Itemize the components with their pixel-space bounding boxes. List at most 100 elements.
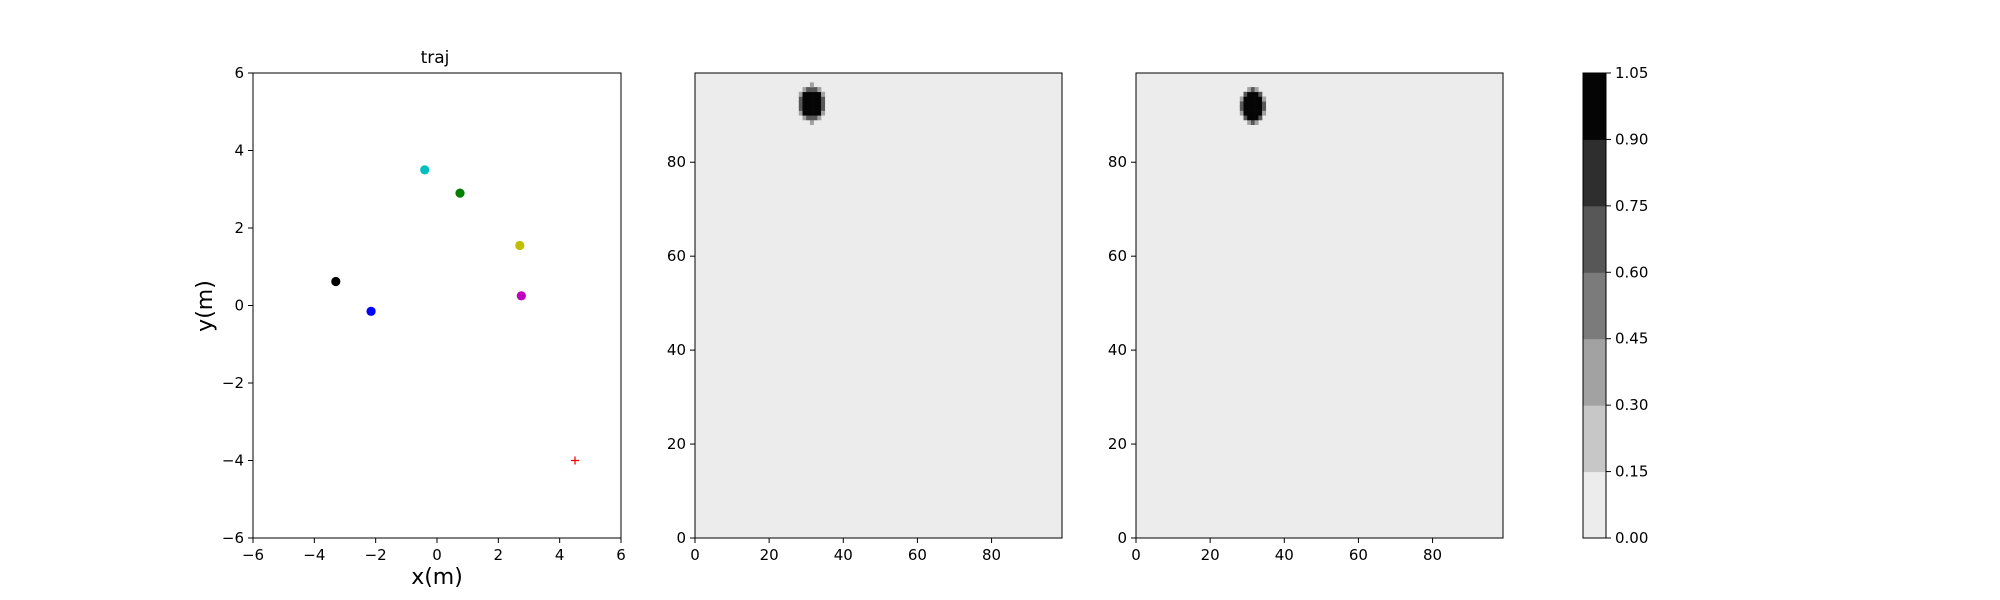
heatmap-1-cell <box>798 91 803 97</box>
colorbar-frame <box>1582 72 1607 539</box>
heatmap-2-cell <box>1243 96 1248 102</box>
heatmap-2-cell <box>1254 101 1259 107</box>
heatmap-2-cell <box>1262 110 1267 116</box>
heatmap-2-cell <box>1254 115 1259 121</box>
heatmap-1-x-tick-label: 40 <box>834 546 853 564</box>
heatmap-1-cell <box>809 82 814 88</box>
trajectory-y-tick-label: 0 <box>234 297 244 315</box>
trajectory-x-tick-label: 0 <box>432 546 442 564</box>
heatmap-1-cell <box>806 96 811 102</box>
colorbar-tick-label: 0.75 <box>1615 197 1648 215</box>
heatmap-1-cell <box>806 105 811 111</box>
heatmap-2-cell <box>1247 101 1252 107</box>
trajectory-x-tick-label: 4 <box>555 546 565 564</box>
colorbar-band <box>1583 73 1606 140</box>
heatmap-1-cell <box>817 91 822 97</box>
heatmap-1-cell <box>817 105 822 111</box>
trajectory-x-tick-label: 6 <box>616 546 626 564</box>
heatmap-1-cell <box>817 115 822 121</box>
heatmap-2-cell <box>1239 110 1244 116</box>
heatmap-2-cell <box>1250 105 1255 111</box>
trajectory-points <box>331 165 579 465</box>
heatmap-1-x-tick-label: 60 <box>908 546 927 564</box>
heatmap-1-cell <box>809 87 814 93</box>
agent-point <box>420 165 430 175</box>
heatmap-1-x-tick-label: 20 <box>760 546 779 564</box>
heatmap-1-cell <box>809 110 814 116</box>
heatmap-2-image <box>1136 73 1503 538</box>
heatmap-2-cell <box>1243 105 1248 111</box>
heatmap-1-cell <box>798 101 803 107</box>
agent-point <box>515 240 525 251</box>
heatmap-1-frame <box>694 72 1063 539</box>
heatmap-2-cell <box>1243 115 1248 121</box>
heatmap-1-y-tick-label: 80 <box>667 153 686 171</box>
heatmap-1-x-tick-label: 80 <box>982 546 1001 564</box>
heatmap-2-cell <box>1247 105 1252 111</box>
heatmap-1-cell <box>802 110 807 116</box>
heatmap-1-cell <box>813 87 818 93</box>
heatmap-2-cell <box>1250 110 1255 116</box>
heatmap-2-cell <box>1258 110 1263 116</box>
trajectory-x-axis-label: x(m) <box>411 565 463 590</box>
heatmap-2-y-tick-label: 40 <box>1108 341 1127 359</box>
heatmap-2-cell <box>1262 96 1267 102</box>
trajectory-plot-title: traj <box>421 48 450 68</box>
heatmap-1-cell <box>813 115 818 121</box>
heatmap-2-cell <box>1258 91 1263 97</box>
heatmap-2-background <box>1136 73 1503 538</box>
heatmap-1-cell <box>802 101 807 107</box>
heatmap-1-cell <box>817 101 822 107</box>
heatmap-1-cell <box>809 101 814 107</box>
colorbar-band <box>1583 272 1606 340</box>
heatmap-1-cell <box>806 91 811 97</box>
heatmap-2-cell <box>1250 101 1255 107</box>
heatmap-2-y-ticks: 0 20 40 60 80 <box>1108 153 1136 547</box>
heatmap-1-cell <box>806 101 811 107</box>
heatmap-1-y-tick-label: 60 <box>667 247 686 265</box>
heatmap-1-cell <box>802 96 807 102</box>
colorbar-tick-label: 0.60 <box>1615 263 1648 281</box>
heatmap-2-cell <box>1254 110 1259 116</box>
heatmap-2-cell <box>1254 87 1259 93</box>
heatmap-1-cell <box>806 110 811 116</box>
heatmap-2-cell <box>1243 110 1248 116</box>
colorbar-band <box>1583 338 1606 406</box>
trajectory-plot: traj −6 −4 −2 0 2 4 6 −6 −4 −2 0 2 4 6 x(m) y(m) <box>193 48 626 590</box>
heatmap-1-cell <box>809 96 814 102</box>
colorbar: 0.00 0.15 0.30 0.45 0.60 0.75 0.90 1.05 <box>1582 64 1648 547</box>
trajectory-y-tick-label: −6 <box>222 529 244 547</box>
colorbar-ticks: 0.00 0.15 0.30 0.45 0.60 0.75 0.90 1.05 <box>1606 64 1648 547</box>
heatmap-2-cell <box>1247 119 1252 125</box>
heatmap-2-cell <box>1250 115 1255 121</box>
colorbar-bands <box>1583 73 1606 539</box>
heatmap-2-cell <box>1239 105 1244 111</box>
heatmap-plot-2: 0 20 40 60 80 0 20 40 60 80 <box>1108 72 1504 564</box>
heatmap-1-cell <box>806 115 811 121</box>
heatmap-1-cell <box>813 96 818 102</box>
colorbar-tick-label: 0.00 <box>1615 529 1648 547</box>
heatmap-2-cell <box>1254 119 1259 125</box>
colorbar-tick-label: 0.45 <box>1615 330 1648 348</box>
heatmap-1-cell <box>813 110 818 116</box>
heatmap-2-cell <box>1254 105 1259 111</box>
trajectory-x-tick-label: −4 <box>303 546 325 564</box>
trajectory-plot-frame <box>252 72 622 539</box>
heatmap-2-x-tick-label: 60 <box>1349 546 1368 564</box>
heatmap-1-cell <box>809 105 814 111</box>
trajectory-x-tick-label: −6 <box>242 546 264 564</box>
trajectory-y-tick-label: 2 <box>234 219 244 237</box>
heatmap-2-x-tick-label: 40 <box>1275 546 1294 564</box>
heatmap-2-y-tick-label: 60 <box>1108 247 1127 265</box>
heatmap-2-x-tick-label: 20 <box>1201 546 1220 564</box>
heatmap-2-cell <box>1247 91 1252 97</box>
colorbar-tick-label: 1.05 <box>1615 64 1648 82</box>
heatmap-1-cell <box>821 110 826 116</box>
heatmap-2-cell <box>1247 110 1252 116</box>
trajectory-y-tick-label: −4 <box>222 452 244 470</box>
heatmap-1-y-tick-label: 20 <box>667 435 686 453</box>
heatmap-2-cell <box>1250 91 1255 97</box>
heatmap-2-cell <box>1239 101 1244 107</box>
heatmap-2-cell <box>1247 115 1252 121</box>
